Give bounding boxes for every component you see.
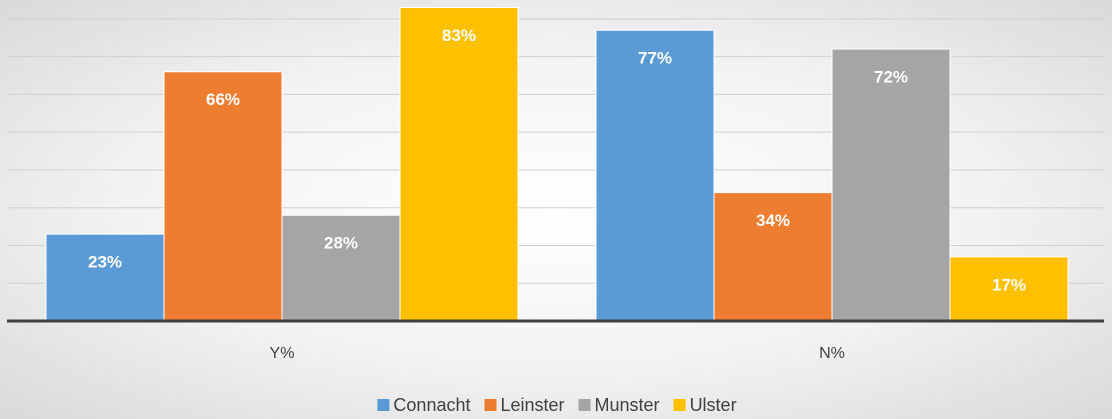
legend-label: Munster <box>595 395 660 415</box>
legend-label: Ulster <box>690 395 737 415</box>
legend-swatch <box>673 399 686 411</box>
data-label: 34% <box>756 211 790 230</box>
legend-label: Leinster <box>500 395 564 415</box>
data-label: 83% <box>442 26 476 45</box>
data-label: 28% <box>324 234 358 253</box>
bar <box>163 71 283 322</box>
legend-swatch <box>377 399 390 411</box>
data-label: 17% <box>992 275 1026 294</box>
bar <box>399 7 519 322</box>
bar <box>45 233 165 322</box>
legend-label: Connacht <box>393 395 470 415</box>
data-label: 77% <box>638 49 672 68</box>
data-label: 66% <box>206 90 240 109</box>
legend-swatch <box>578 399 591 411</box>
bar <box>281 214 401 322</box>
data-label: 72% <box>874 68 908 87</box>
x-tick-label: N% <box>819 345 845 362</box>
x-tick-label: Y% <box>270 345 295 362</box>
data-label: 23% <box>88 253 122 272</box>
bar <box>595 29 715 322</box>
bar <box>831 48 951 322</box>
legend-swatch <box>484 399 497 411</box>
